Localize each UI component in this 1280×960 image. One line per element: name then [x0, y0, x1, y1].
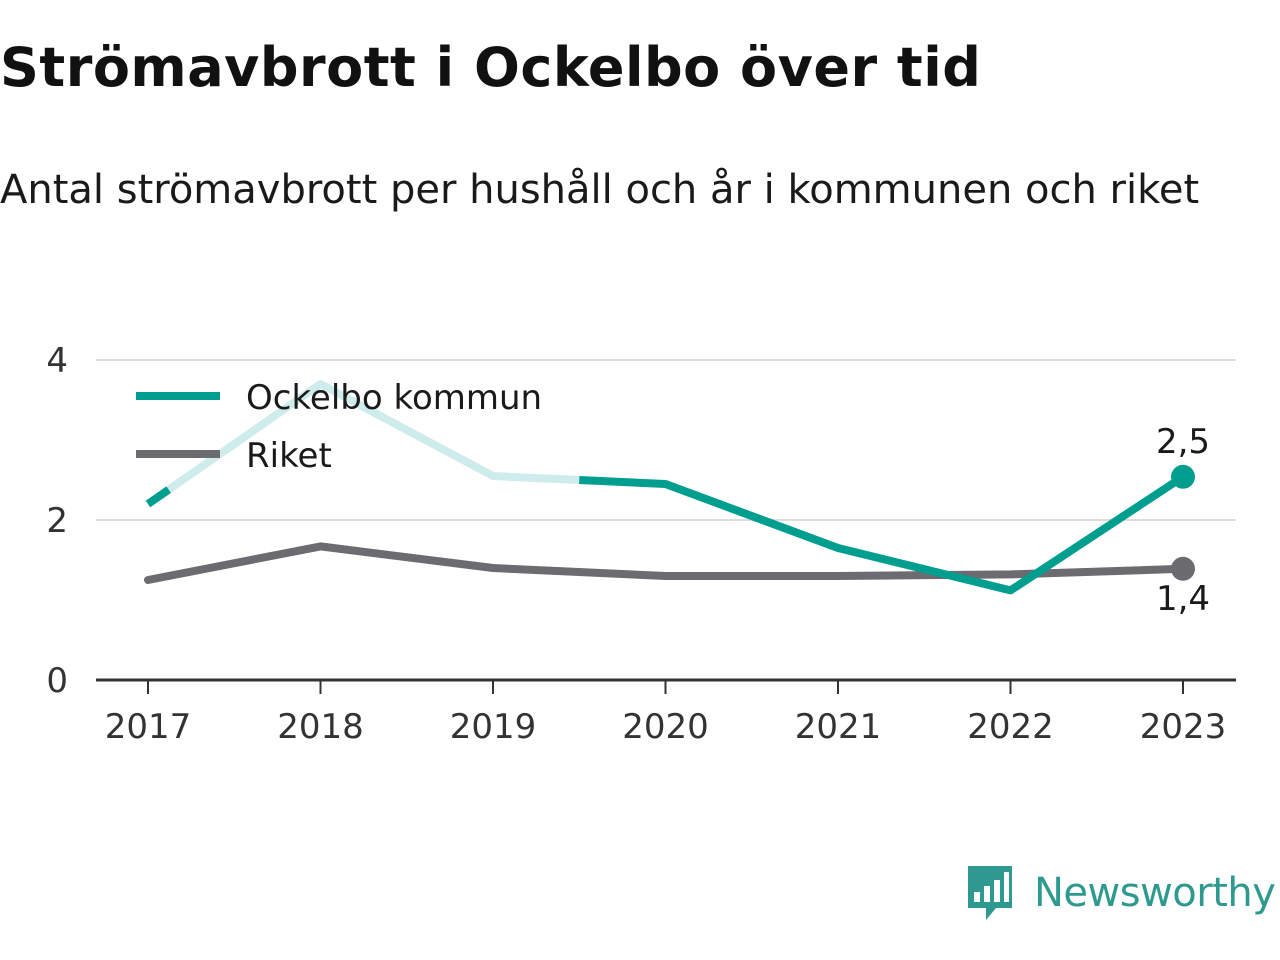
- series-stub-ockelbo: [145, 486, 171, 508]
- x-tick-label: 2023: [1140, 707, 1227, 747]
- series-line-ockelbo: [579, 473, 1186, 595]
- x-tick-label: 2021: [795, 707, 882, 747]
- y-tick-label: 2: [46, 501, 68, 541]
- x-axis-ticks: 2017 2018 2019 2020 2021 2022 2023: [105, 680, 1227, 747]
- x-tick-label: 2022: [967, 707, 1054, 747]
- legend-label-riket: Riket: [246, 436, 332, 476]
- y-axis-tick-labels: 0 2 4: [46, 341, 68, 701]
- end-label-ockelbo: 2,5: [1156, 422, 1210, 462]
- newsworthy-logo-icon: [968, 866, 1012, 920]
- y-tick-label: 0: [46, 661, 68, 701]
- logo-text: Newsworthy: [1034, 870, 1276, 916]
- legend-label-ockelbo: Ockelbo kommun: [246, 378, 542, 418]
- data-point-ockelbo: [1171, 464, 1195, 489]
- series-lines: [144, 380, 1195, 595]
- series-line-ockelbo-faded: [145, 380, 580, 508]
- end-label-riket: 1,4: [1156, 579, 1210, 619]
- x-tick-label: 2019: [450, 707, 537, 747]
- x-tick-label: 2020: [622, 707, 709, 747]
- chart-title: Strömavbrott i Ockelbo över tid: [0, 36, 982, 99]
- x-tick-label: 2018: [277, 707, 364, 747]
- gridlines: [96, 359, 1236, 521]
- data-point-riket: [1171, 556, 1195, 581]
- series-line-riket: [144, 542, 1187, 584]
- legend: Ockelbo kommun Riket: [136, 378, 542, 476]
- newsworthy-logo: Newsworthy: [964, 862, 1276, 924]
- y-tick-label: 4: [46, 341, 68, 381]
- x-tick-label: 2017: [105, 707, 192, 747]
- chart-subtitle: Antal strömavbrott per hushåll och år i …: [0, 167, 1200, 213]
